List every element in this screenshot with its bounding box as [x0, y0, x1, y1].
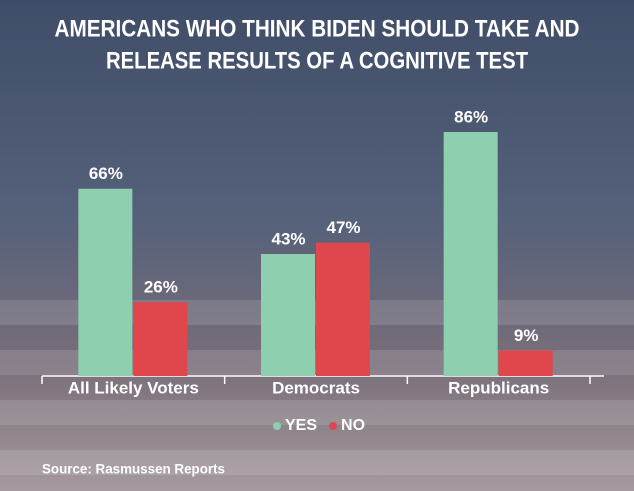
data-label: 66% — [89, 164, 123, 183]
bar — [498, 350, 553, 376]
bar — [133, 302, 188, 376]
bar — [443, 132, 498, 376]
chart-title: RELEASE RESULTS OF A COGNITIVE TEST — [106, 47, 528, 74]
chart-title: AMERICANS WHO THINK BIDEN SHOULD TAKE AN… — [55, 15, 580, 42]
data-label: 9% — [514, 326, 539, 345]
bar — [78, 188, 133, 376]
bar — [316, 242, 370, 376]
legend-marker — [273, 422, 281, 430]
x-tick-label: Democrats — [272, 378, 360, 397]
legend-marker — [329, 422, 338, 430]
data-label: 47% — [326, 218, 360, 237]
data-label: 43% — [271, 229, 305, 248]
data-label: 86% — [454, 107, 488, 126]
legend-label: NO — [341, 417, 365, 434]
data-label: 26% — [144, 278, 178, 297]
x-tick-label: Republicans — [448, 378, 549, 397]
x-tick-label: All Likely Voters — [68, 378, 199, 397]
legend-label: YES — [285, 417, 317, 434]
bar — [261, 254, 315, 376]
source: Source: Rasmussen Reports — [42, 461, 225, 477]
